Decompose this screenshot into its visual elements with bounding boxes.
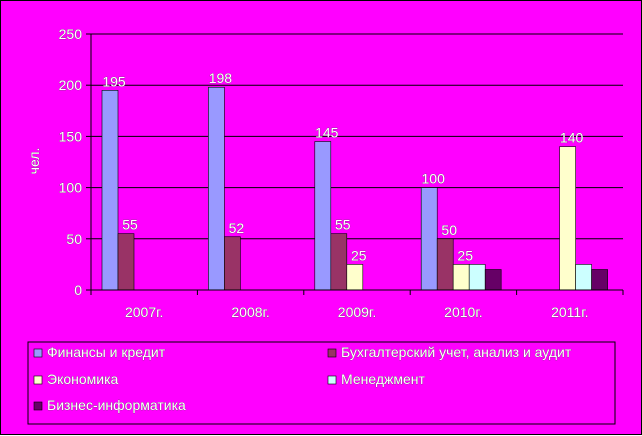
data-label: 55 xyxy=(122,217,138,233)
bar xyxy=(452,264,470,291)
data-label: 25 xyxy=(457,247,473,263)
data-label: 100 xyxy=(422,171,446,187)
gridlines xyxy=(91,33,623,240)
legend-swatch xyxy=(33,375,43,385)
axes: 0 50 100 150 200 250 2007г. 2008г. 2009г. 2010г. 2… xyxy=(58,26,624,320)
y-axis-label: чел. xyxy=(26,148,42,175)
bar xyxy=(346,264,364,291)
bar xyxy=(436,238,454,291)
bar xyxy=(484,269,502,291)
x-tick-label: 2007г. xyxy=(125,304,163,320)
x-tick-label: 2011г. xyxy=(551,304,588,320)
legend-label: Экономика xyxy=(47,371,119,387)
legend: Финансы и кредит Бухгалтерский учет, анал… xyxy=(27,341,616,425)
y-tick-label: 50 xyxy=(66,231,82,247)
bar xyxy=(591,269,608,291)
data-label: 52 xyxy=(229,220,245,236)
legend-swatch xyxy=(327,348,337,358)
y-tick-label: 200 xyxy=(59,77,83,93)
bar xyxy=(468,264,486,291)
bar xyxy=(575,264,592,291)
legend-swatch xyxy=(33,348,43,358)
legend-box xyxy=(27,341,616,425)
data-label: 198 xyxy=(209,70,233,86)
bar xyxy=(330,233,348,291)
legend-swatch xyxy=(327,375,337,385)
x-tick-label: 2008г. xyxy=(231,304,269,320)
y-tick-label: 250 xyxy=(59,26,83,42)
y-tick-label: 100 xyxy=(59,180,83,196)
data-label: 145 xyxy=(315,125,339,141)
data-label: 55 xyxy=(335,217,351,233)
bar xyxy=(420,187,438,291)
x-tick-label: 2009г. xyxy=(338,304,376,320)
y-tick-label: 0 xyxy=(74,282,82,298)
data-label: 50 xyxy=(441,222,457,238)
legend-label: Бухгалтерский учет, анализ и аудит xyxy=(341,344,572,360)
data-label: 195 xyxy=(102,73,126,89)
data-label: 25 xyxy=(351,247,367,263)
bar xyxy=(224,236,241,291)
legend-label: Бизнес-информатика xyxy=(47,397,186,413)
bar xyxy=(314,141,332,291)
legend-swatch xyxy=(33,401,43,411)
bar xyxy=(117,233,135,291)
legend-label: Менеджмент xyxy=(341,371,425,387)
bar xyxy=(101,90,119,291)
bar xyxy=(559,146,576,291)
data-label: 140 xyxy=(560,130,584,146)
x-tick-label: 2010г. xyxy=(444,304,482,320)
y-tick-label: 150 xyxy=(59,128,83,144)
bar xyxy=(208,86,225,291)
legend-label: Финансы и кредит xyxy=(47,344,166,360)
